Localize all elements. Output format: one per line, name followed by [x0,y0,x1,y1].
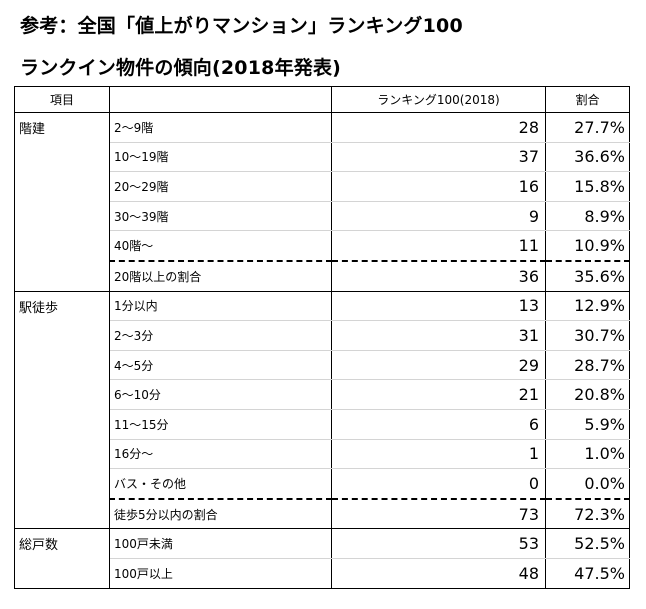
table-summary-row: 徒歩5分以内の割合 73 72.3% [15,498,630,530]
row-count: 53 [331,528,546,559]
row-count: 73 [331,498,546,530]
row-label: 20～29階 [109,171,332,202]
row-label: 2～3分 [109,320,332,351]
row-count: 16 [331,171,546,202]
row-label: 4～5分 [109,350,332,381]
table-row: 16分～ 1 1.0% [15,439,630,470]
row-label: 30～39階 [109,201,332,232]
row-label: 10～19階 [109,142,332,173]
row-percent: 27.7% [545,112,630,143]
row-count: 29 [331,350,546,381]
row-percent: 35.6% [545,260,630,292]
table-row: 11～15分 6 5.9% [15,409,630,440]
row-count: 9 [331,201,546,232]
category-walk: 駅徒歩 [14,291,110,530]
row-label: バス・その他 [109,468,332,500]
table-row: 2～3分 31 30.7% [15,320,630,351]
table-summary-row: 20階以上の割合 36 35.6% [15,260,630,292]
table-row: 20～29階 16 15.8% [15,171,630,202]
row-label: 6～10分 [109,379,332,410]
header-ranking: ランキング100(2018) [331,86,546,113]
table-row: 40階～ 11 10.9% [15,230,630,262]
row-percent: 12.9% [545,291,630,322]
category-floors: 階建 [14,112,110,292]
row-percent: 47.5% [545,558,630,589]
header-item: 項目 [14,86,110,113]
title-line-2: ランクイン物件の傾向(2018年発表) [20,57,342,79]
table-row: 6～10分 21 20.8% [15,379,630,410]
row-percent: 15.8% [545,171,630,202]
table-row: 駅徒歩 1分以内 13 12.9% [14,291,630,530]
header-blank [109,86,332,113]
row-count: 13 [331,291,546,322]
row-percent: 30.7% [545,320,630,351]
table-row: 10～19階 37 36.6% [15,142,630,173]
row-count: 36 [331,260,546,292]
row-percent: 10.9% [545,230,630,262]
table-row: 階建 2～9階 28 27.7% [14,112,630,292]
row-percent: 8.9% [545,201,630,232]
row-count: 11 [331,230,546,262]
table-row: 4～5分 29 28.7% [15,350,630,381]
row-percent: 1.0% [545,439,630,470]
row-percent: 72.3% [545,498,630,530]
row-label: 100戸以上 [109,558,332,589]
row-label: 16分～ [109,439,332,470]
row-label: 1分以内 [109,291,332,322]
row-label: 徒歩5分以内の割合 [109,498,332,530]
table-row: 総戸数 100戸未満 53 52.5% [14,528,630,589]
row-percent: 20.8% [545,379,630,410]
table-row: バス・その他 0 0.0% [15,468,630,500]
header-ratio: 割合 [545,86,630,113]
row-count: 6 [331,409,546,440]
table-row: 100戸以上 48 47.5% [15,558,630,589]
row-label: 40階～ [109,230,332,262]
row-count: 31 [331,320,546,351]
row-count: 1 [331,439,546,470]
row-count: 0 [331,468,546,500]
row-label: 11～15分 [109,409,332,440]
row-percent: 0.0% [545,468,630,500]
row-percent: 28.7% [545,350,630,381]
category-units: 総戸数 [14,528,110,589]
row-percent: 5.9% [545,409,630,440]
ranking-table: 項目 ランキング100(2018) 割合 階建 2～9階 28 27.7% 10… [14,86,630,589]
row-percent: 36.6% [545,142,630,173]
title-line-1: 参考：全国「値上がりマンション」ランキング100 [20,15,463,37]
table-header-row: 項目 ランキング100(2018) 割合 [14,86,630,113]
row-label: 20階以上の割合 [109,260,332,292]
row-count: 21 [331,379,546,410]
table-row: 30～39階 9 8.9% [15,201,630,232]
row-count: 28 [331,112,546,143]
row-count: 48 [331,558,546,589]
row-percent: 52.5% [545,528,630,559]
row-count: 37 [331,142,546,173]
row-label: 100戸未満 [109,528,332,559]
row-label: 2～9階 [109,112,332,143]
